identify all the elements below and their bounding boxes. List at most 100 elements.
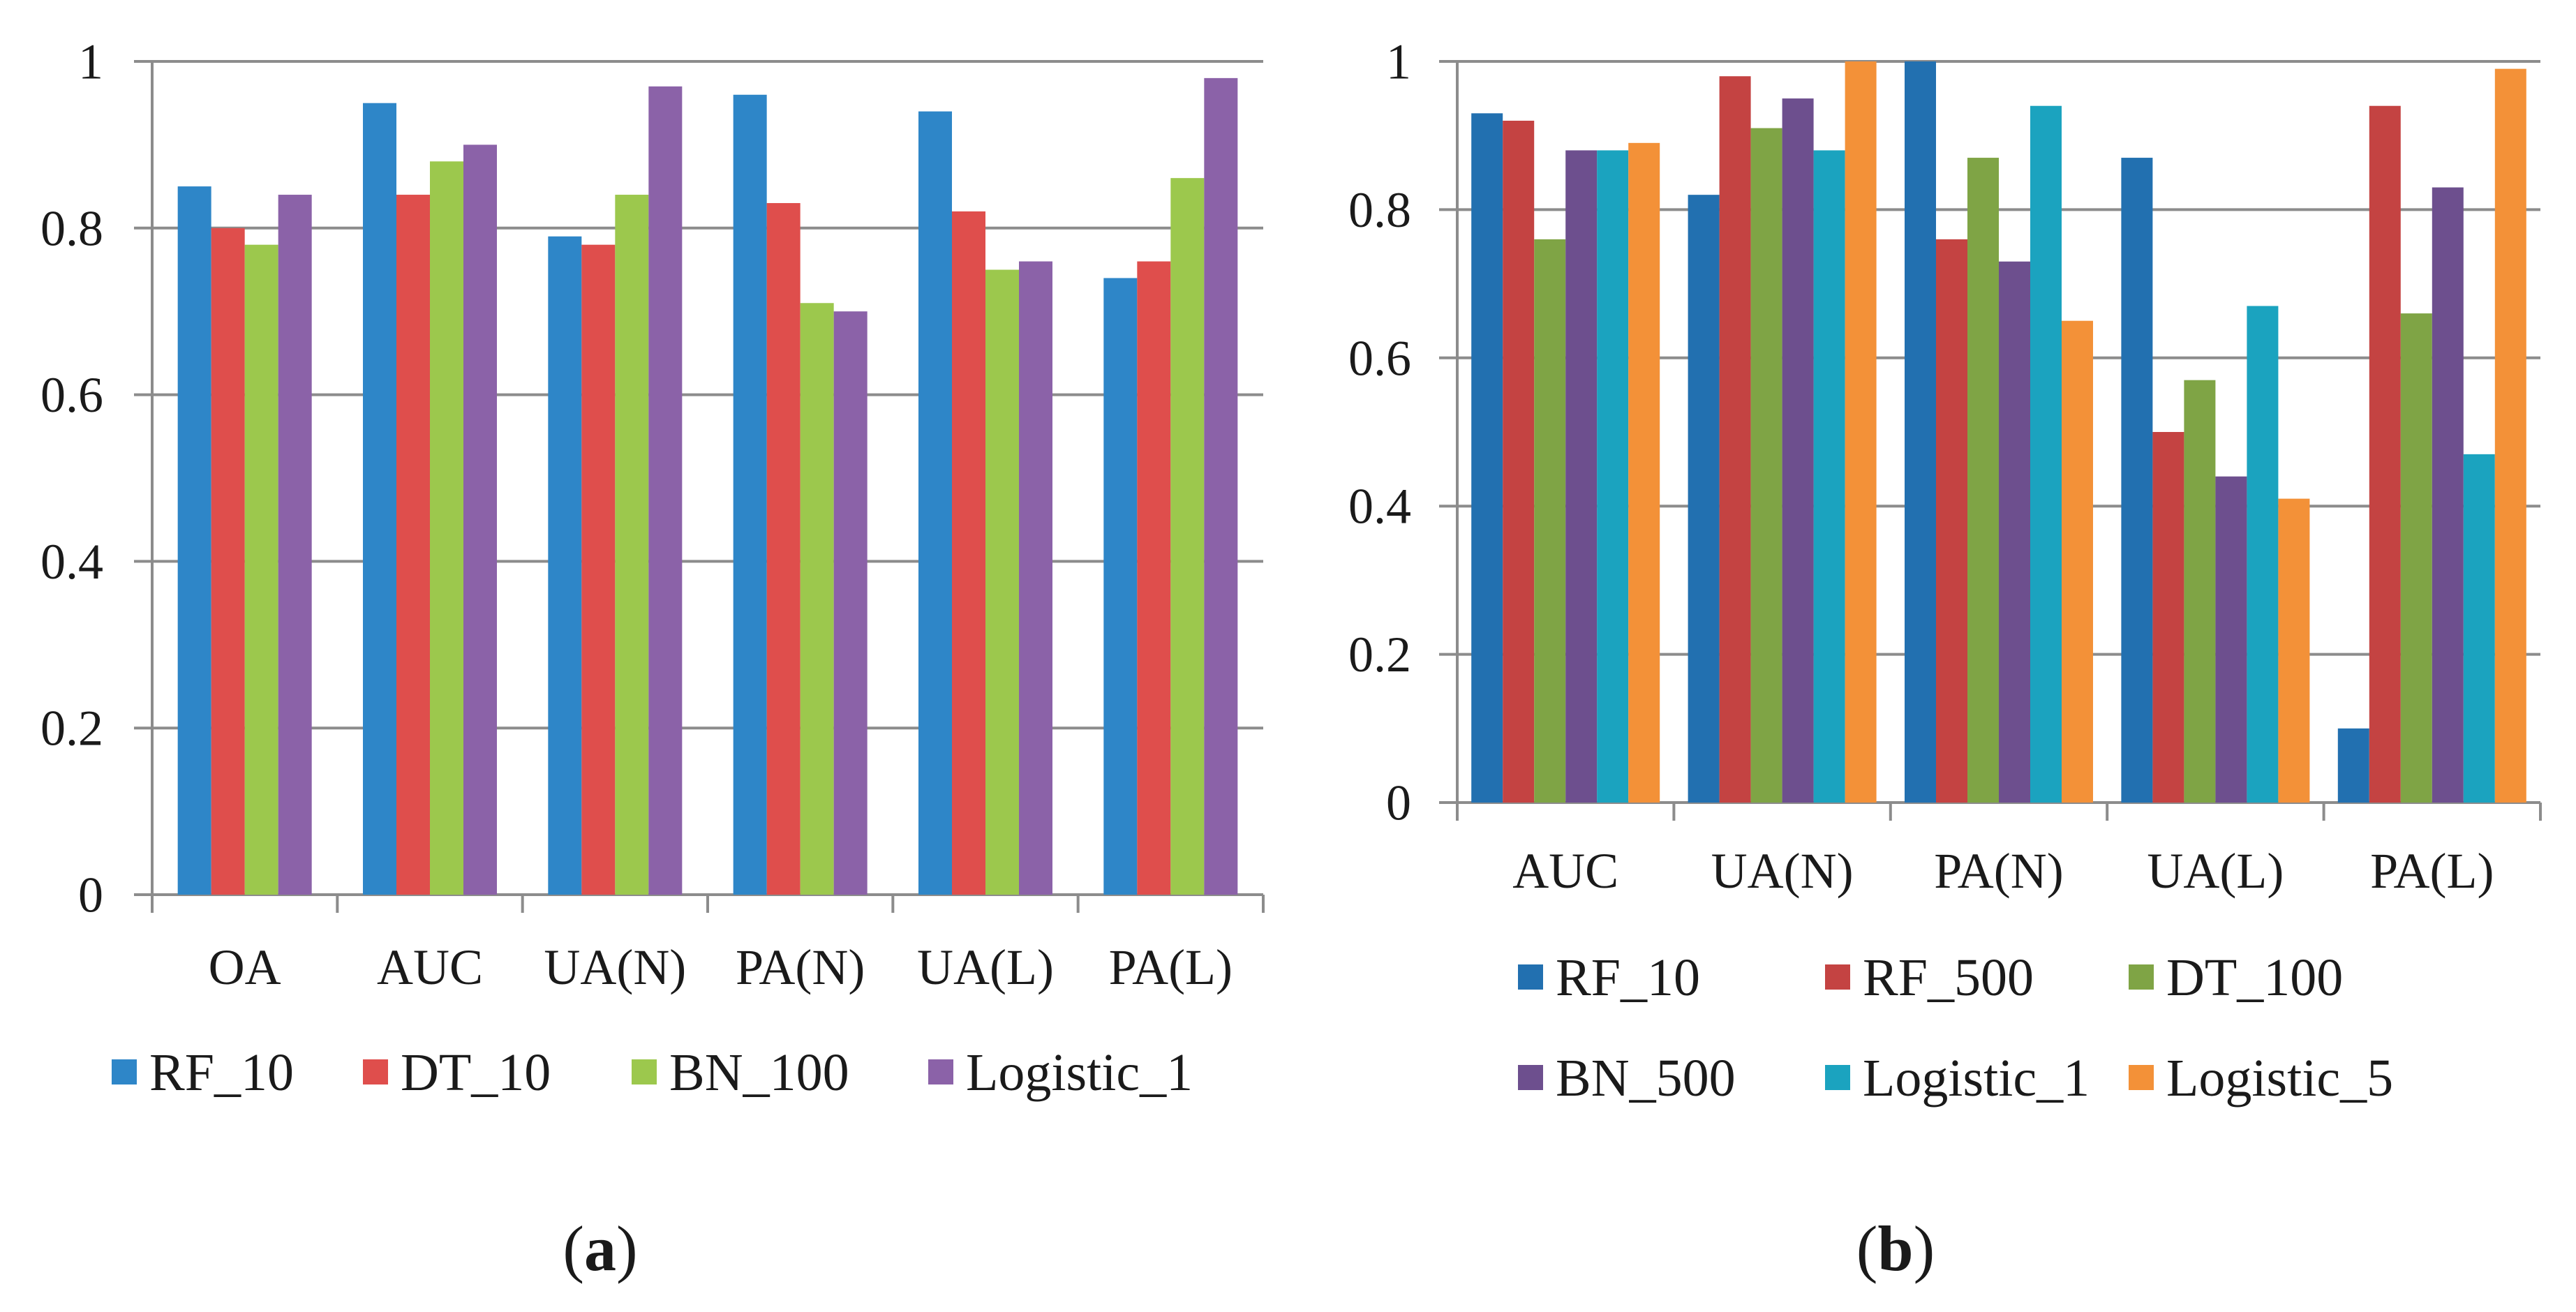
legend-swatch	[112, 1059, 137, 1084]
legend-label: BN_100	[669, 1043, 849, 1102]
x-tick-label: PA(L)	[2370, 843, 2494, 899]
x-tick-label: UA(N)	[544, 939, 686, 995]
legend-label: Logistic_5	[2166, 1049, 2393, 1108]
x-tick-label: PA(N)	[736, 939, 865, 995]
bar-logistic-1	[2463, 454, 2495, 803]
bar-rf-10	[1688, 195, 1720, 803]
bar-rf-500	[2369, 105, 2401, 803]
bar-bn-500	[2432, 187, 2464, 803]
legend-swatch	[928, 1059, 953, 1084]
y-tick-label: 0.4	[1348, 479, 1411, 535]
bar-logistic-1	[1597, 150, 1629, 803]
y-tick-label: 0	[1386, 775, 1411, 830]
bar-rf-500	[2152, 432, 2184, 803]
y-tick-label: 0.6	[40, 367, 103, 423]
y-tick-label: 1	[78, 33, 103, 89]
chart-panel-b: 0 0.2 0.4 0.6 0.8 1 AUC UA(N) PA(N) UA(L) PA(L) RF_…	[1348, 33, 2542, 1108]
bar-rf-10	[363, 103, 396, 895]
legend-label: Logistic_1	[1863, 1049, 2090, 1108]
y-tick-label: 0.8	[1348, 182, 1411, 238]
panel-label-b-letter: b	[1877, 1213, 1913, 1284]
bar-bn-500	[1999, 261, 2030, 803]
legend-swatch	[1825, 1065, 1850, 1090]
bar-bn-100	[244, 244, 278, 895]
bar-logistic-5	[2494, 68, 2526, 803]
bar-rf-10	[1103, 278, 1138, 895]
legend-swatch	[632, 1059, 657, 1084]
panel-label-a: (a)	[563, 1213, 637, 1284]
legend-swatch	[2129, 1065, 2154, 1090]
panel-label-a-letter: a	[584, 1213, 616, 1284]
bar-rf-10	[1471, 113, 1503, 803]
x-tick-label: UA(L)	[917, 939, 1054, 995]
bar-bn-100	[985, 269, 1019, 895]
bar-logistic-5	[1628, 142, 1660, 803]
bar-bn-100	[1170, 178, 1205, 895]
bar-rf-10	[1905, 61, 1936, 803]
legend-label: RF_10	[149, 1043, 294, 1102]
legend-label: DT_10	[401, 1043, 551, 1102]
bar-rf-10	[733, 94, 767, 895]
bar-rf-10	[2337, 728, 2369, 803]
legend-label: DT_100	[2166, 948, 2343, 1007]
bar-bn-500	[1565, 150, 1598, 803]
bar-dt-10	[952, 211, 985, 895]
bar-logistic-5	[1845, 61, 1877, 803]
bar-dt-10	[396, 195, 430, 895]
y-tick-label: 0.8	[40, 200, 103, 256]
y-tick-label: 0	[78, 867, 103, 923]
legend-swatch	[2129, 964, 2154, 990]
legend-label: RF_10	[1556, 948, 1700, 1007]
legend-swatch	[363, 1059, 388, 1084]
bar-logistic-5	[2062, 320, 2093, 803]
y-tick-label: 0.4	[40, 534, 103, 590]
bar-dt-100	[1534, 239, 1566, 803]
y-tick-label: 0.6	[1348, 330, 1411, 386]
panel-label-b: (b)	[1856, 1213, 1935, 1284]
bar-logistic-1	[1204, 77, 1238, 895]
bar-rf-10	[548, 236, 582, 895]
bar-dt-100	[2400, 313, 2432, 803]
bar-bn-500	[1782, 98, 1814, 803]
bar-dt-10	[766, 202, 801, 895]
bar-dt-100	[2184, 380, 2216, 803]
legend-label: Logistic_1	[966, 1043, 1193, 1102]
y-tick-label: 1	[1386, 33, 1411, 89]
y-tick-label: 0.2	[1348, 627, 1411, 683]
bar-logistic-1	[278, 195, 312, 895]
x-tick-label: UA(N)	[1711, 843, 1854, 899]
bar-logistic-1	[463, 144, 497, 895]
bar-rf-500	[1503, 120, 1535, 803]
bar-dt-100	[1750, 128, 1782, 803]
bar-logistic-1	[833, 311, 868, 895]
bar-dt-100	[1967, 158, 1999, 803]
bar-rf-500	[1719, 76, 1751, 803]
bar-dt-10	[1137, 261, 1171, 895]
legend-swatch	[1825, 964, 1850, 990]
legend-swatch	[1518, 964, 1543, 990]
bar-bn-100	[615, 195, 649, 895]
bar-rf-10	[918, 111, 952, 895]
x-tick-label: PA(N)	[1934, 843, 2063, 899]
bar-logistic-1	[1813, 150, 1845, 803]
bar-dt-10	[211, 228, 245, 895]
bar-bn-100	[430, 161, 463, 895]
legend-swatch	[1518, 1065, 1543, 1090]
x-tick-label: AUC	[1512, 843, 1618, 899]
x-tick-label: AUC	[377, 939, 483, 995]
bar-logistic-1	[2030, 105, 2062, 803]
legend-label: BN_500	[1556, 1049, 1736, 1108]
bar-logistic-1	[2247, 306, 2279, 803]
legend-label: RF_500	[1863, 948, 2034, 1007]
bar-bn-100	[800, 303, 834, 895]
bar-logistic-1	[648, 86, 683, 895]
x-tick-label: PA(L)	[1109, 939, 1233, 995]
bar-bn-500	[2215, 476, 2247, 803]
chart-panel-a: 0 0.2 0.4 0.6 0.8 1 OA AUC UA(N) PA(N) UA(L) PA(L) R…	[40, 33, 1265, 1102]
bar-rf-10	[177, 186, 211, 895]
bar-rf-500	[1936, 239, 1967, 803]
bar-logistic-5	[2278, 498, 2310, 803]
bar-logistic-1	[1019, 261, 1052, 895]
bar-dt-10	[581, 244, 616, 895]
